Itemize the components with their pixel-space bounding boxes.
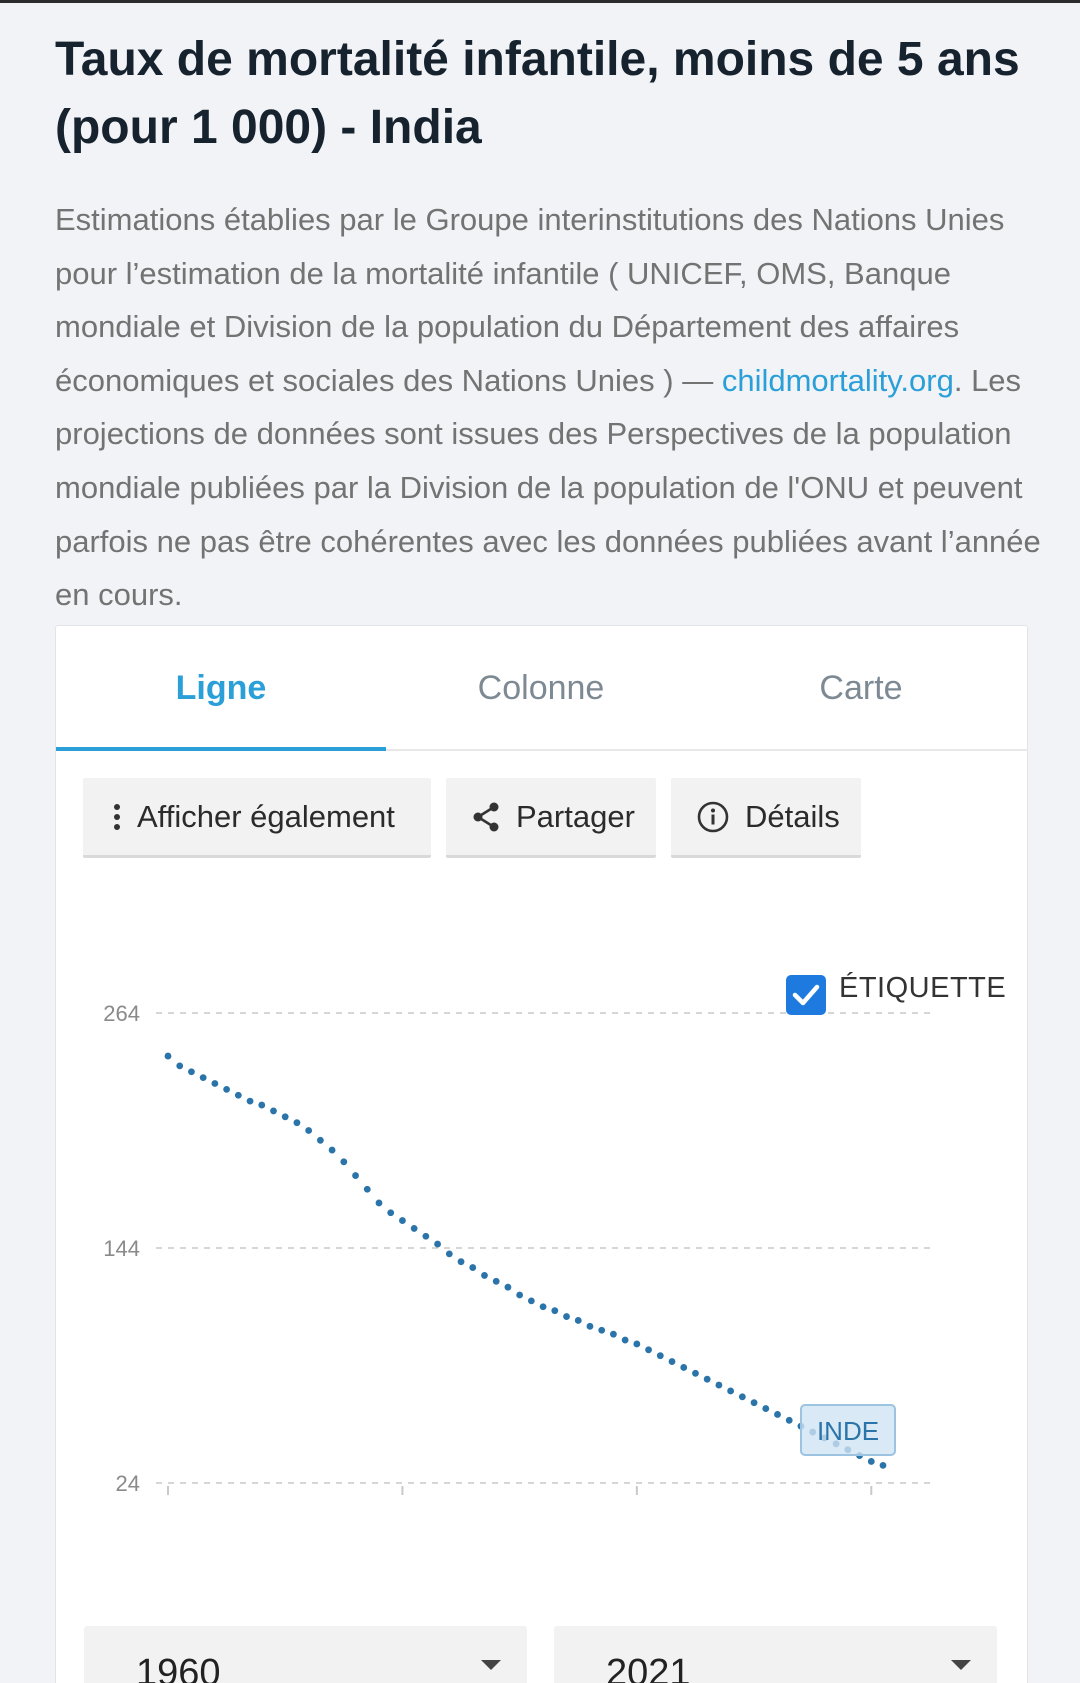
data-point	[375, 1199, 383, 1207]
details-label: Détails	[745, 798, 840, 834]
data-point	[457, 1258, 465, 1266]
data-point	[879, 1461, 887, 1469]
data-point	[352, 1172, 359, 1179]
data-point	[738, 1393, 746, 1401]
data-point	[445, 1250, 453, 1258]
show-also-label: Afficher également	[137, 798, 395, 834]
series-label-box	[800, 1404, 896, 1456]
data-point	[211, 1080, 219, 1087]
show-also-button[interactable]: Afficher également	[83, 778, 431, 858]
data-point	[680, 1364, 688, 1371]
data-point	[363, 1185, 371, 1193]
active-tab-indicator	[56, 747, 386, 751]
data-point	[539, 1303, 547, 1311]
data-point	[176, 1062, 184, 1070]
data-point	[527, 1297, 535, 1305]
data-point	[586, 1322, 594, 1330]
data-point	[610, 1330, 617, 1338]
data-point	[164, 1052, 172, 1060]
data-point	[750, 1399, 758, 1407]
data-point	[727, 1387, 735, 1395]
tab-line[interactable]: Ligne	[175, 669, 267, 707]
data-point	[469, 1264, 477, 1271]
data-point	[434, 1240, 441, 1248]
data-point	[422, 1232, 430, 1240]
start-year-select[interactable]: 1960	[84, 1626, 527, 1683]
data-point	[246, 1097, 254, 1105]
data-point	[774, 1411, 781, 1418]
data-point	[645, 1346, 652, 1354]
data-point	[481, 1272, 488, 1279]
chart-tabs: Ligne Colonne Carte	[56, 626, 1027, 751]
data-point	[410, 1225, 418, 1232]
data-point	[598, 1326, 606, 1334]
data-point	[258, 1101, 266, 1109]
end-year-select[interactable]: 2021	[554, 1626, 997, 1683]
data-point	[504, 1283, 512, 1291]
series-label: INDE	[817, 1416, 879, 1446]
data-point	[223, 1085, 231, 1093]
data-point	[703, 1375, 711, 1383]
data-point	[234, 1091, 242, 1099]
data-point	[551, 1307, 559, 1315]
data-point	[305, 1127, 313, 1134]
chart-card: Ligne Colonne Carte Afficher également P…	[55, 625, 1028, 1683]
line-chart: 24 144 264 INDE	[103, 1001, 936, 1496]
data-point	[563, 1313, 570, 1320]
data-point	[399, 1217, 406, 1224]
chevron-down-icon	[481, 1660, 501, 1670]
data-point	[328, 1146, 336, 1154]
data-point	[316, 1136, 324, 1144]
details-button[interactable]: Détails	[671, 778, 861, 858]
share-button[interactable]: Partager	[446, 778, 656, 858]
data-point	[621, 1336, 629, 1344]
data-point	[188, 1068, 195, 1076]
description-text-start: Estimations établies par le Groupe inter…	[55, 202, 1005, 398]
data-point	[387, 1209, 395, 1217]
indicator-description: Estimations établies par le Groupe inter…	[55, 193, 1045, 622]
page-title: Taux de mortalité infantile, moins de 5 …	[55, 33, 1020, 154]
data-point	[633, 1340, 641, 1348]
data-point	[340, 1158, 348, 1166]
data-point	[270, 1107, 277, 1115]
data-point	[516, 1291, 524, 1299]
data-point	[574, 1317, 582, 1324]
data-point	[656, 1352, 664, 1360]
info-icon	[697, 801, 729, 833]
more-vertical-icon	[113, 803, 121, 830]
tab-map[interactable]: Carte	[819, 669, 903, 707]
top-rule	[0, 0, 1080, 3]
share-label: Partager	[516, 798, 635, 834]
label-toggle-checkbox[interactable]	[786, 975, 826, 1015]
data-point	[762, 1405, 770, 1412]
data-point	[199, 1074, 207, 1082]
tab-column[interactable]: Colonne	[477, 669, 605, 707]
start-year-value: 1960	[136, 1652, 221, 1683]
data-point	[867, 1458, 875, 1465]
data-point	[293, 1119, 301, 1127]
data-point	[692, 1369, 699, 1377]
label-toggle-text: ÉTIQUETTE	[839, 972, 1007, 1004]
chevron-down-icon	[951, 1660, 971, 1670]
share-icon	[472, 802, 500, 832]
data-point	[668, 1358, 676, 1365]
y-tick-label: 264	[103, 1001, 140, 1026]
source-link[interactable]: childmortality.org	[721, 362, 954, 398]
end-year-value: 2021	[606, 1652, 691, 1683]
data-point	[715, 1381, 723, 1389]
y-tick-label: 144	[103, 1236, 140, 1261]
checkmark-icon	[792, 984, 820, 1006]
data-point	[492, 1277, 500, 1285]
data-point	[785, 1416, 793, 1424]
y-tick-label: 24	[116, 1471, 140, 1496]
description-text-end: . Les projections de données sont issues…	[55, 362, 1041, 613]
data-point	[281, 1113, 289, 1121]
